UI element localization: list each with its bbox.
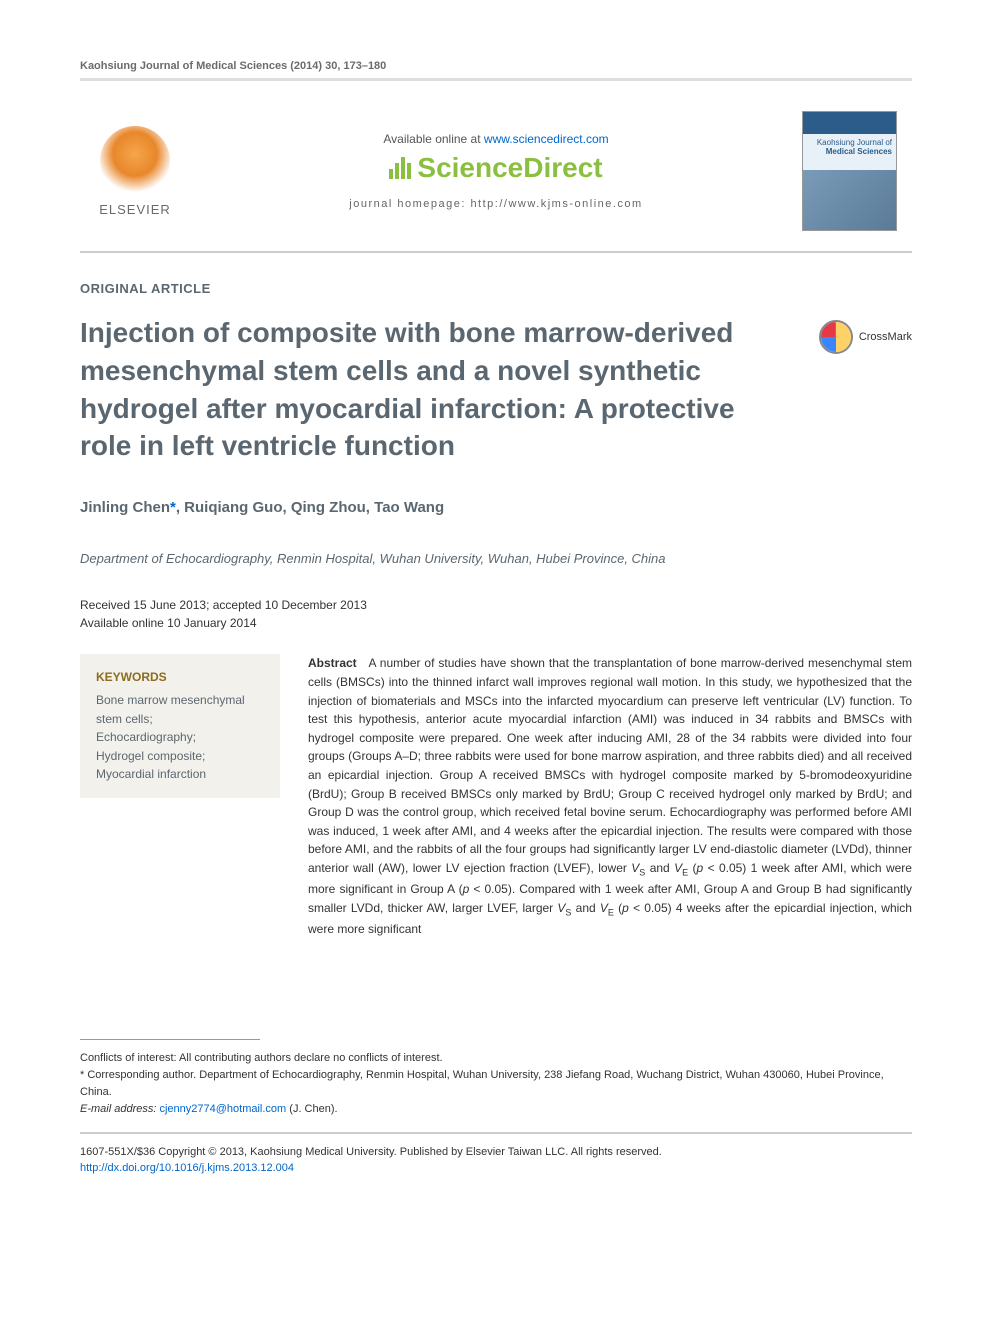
abstract-body: A number of studies have shown that the … bbox=[308, 656, 912, 936]
sciencedirect-bars-icon bbox=[389, 157, 411, 179]
email-suffix: (J. Chen). bbox=[286, 1103, 337, 1115]
elsevier-name: ELSEVIER bbox=[99, 202, 171, 217]
cover-image-area bbox=[803, 170, 896, 230]
crossmark-label: CrossMark bbox=[859, 331, 912, 343]
header-separator bbox=[80, 251, 912, 253]
keywords-list: Bone marrow mesenchymal stem cells; Echo… bbox=[96, 691, 264, 784]
abstract-label: Abstract bbox=[308, 656, 357, 670]
sciencedirect-text: ScienceDirect bbox=[417, 152, 602, 184]
keywords-box: KEYWORDS Bone marrow mesenchymal stem ce… bbox=[80, 654, 280, 798]
journal-homepage[interactable]: journal homepage: http://www.kjms-online… bbox=[210, 198, 782, 210]
author-name[interactable]: Jinling Chen bbox=[80, 499, 170, 516]
corresponding-email[interactable]: cjenny2774@hotmail.com bbox=[159, 1103, 286, 1115]
email-label: E-mail address: bbox=[80, 1103, 156, 1115]
cover-stripe bbox=[803, 112, 896, 134]
citation-line: Kaohsiung Journal of Medical Sciences (2… bbox=[80, 60, 912, 72]
header-center: Available online at www.sciencedirect.co… bbox=[210, 132, 782, 210]
author-rest: , Ruiqiang Guo, Qing Zhou, Tao Wang bbox=[176, 499, 444, 516]
abstract-text: Abstract A number of studies have shown … bbox=[308, 654, 912, 938]
article-title: Injection of composite with bone marrow-… bbox=[80, 314, 789, 465]
article-dates: Received 15 June 2013; accepted 10 Decem… bbox=[80, 596, 912, 632]
elsevier-tree-icon bbox=[100, 126, 170, 196]
keywords-heading: KEYWORDS bbox=[96, 668, 264, 687]
doi-link[interactable]: http://dx.doi.org/10.1016/j.kjms.2013.12… bbox=[80, 1162, 294, 1174]
available-online: Available online at www.sciencedirect.co… bbox=[210, 132, 782, 146]
article-type: ORIGINAL ARTICLE bbox=[80, 281, 912, 296]
journal-cover-thumbnail[interactable]: Kaohsiung Journal of Medical Sciences bbox=[802, 111, 897, 231]
footnote-separator bbox=[80, 1039, 260, 1040]
cover-title: Kaohsiung Journal of Medical Sciences bbox=[803, 134, 896, 160]
email-note: E-mail address: cjenny2774@hotmail.com (… bbox=[80, 1101, 912, 1118]
dates-received: Received 15 June 2013; accepted 10 Decem… bbox=[80, 596, 912, 614]
footnotes: Conflicts of interest: All contributing … bbox=[80, 1050, 912, 1118]
crossmark-widget[interactable]: CrossMark bbox=[819, 320, 912, 354]
copyright-block: 1607-551X/$36 Copyright © 2013, Kaohsiun… bbox=[80, 1144, 912, 1177]
affiliation: Department of Echocardiography, Renmin H… bbox=[80, 550, 912, 568]
top-separator bbox=[80, 78, 912, 81]
copyright-text: 1607-551X/$36 Copyright © 2013, Kaohsiun… bbox=[80, 1144, 912, 1161]
sciencedirect-brand[interactable]: ScienceDirect bbox=[389, 152, 602, 184]
journal-header: ELSEVIER Available online at www.science… bbox=[80, 111, 912, 231]
dates-online: Available online 10 January 2014 bbox=[80, 614, 912, 632]
crossmark-icon bbox=[819, 320, 853, 354]
copyright-separator bbox=[80, 1132, 912, 1134]
content-row: KEYWORDS Bone marrow mesenchymal stem ce… bbox=[80, 654, 912, 938]
elsevier-logo[interactable]: ELSEVIER bbox=[80, 126, 190, 217]
available-prefix: Available online at bbox=[383, 132, 484, 146]
sciencedirect-url[interactable]: www.sciencedirect.com bbox=[484, 132, 609, 146]
corresponding-note: * Corresponding author. Department of Ec… bbox=[80, 1067, 912, 1101]
authors-line: Jinling Chen*, Ruiqiang Guo, Qing Zhou, … bbox=[80, 499, 912, 516]
conflicts-note: Conflicts of interest: All contributing … bbox=[80, 1050, 912, 1067]
